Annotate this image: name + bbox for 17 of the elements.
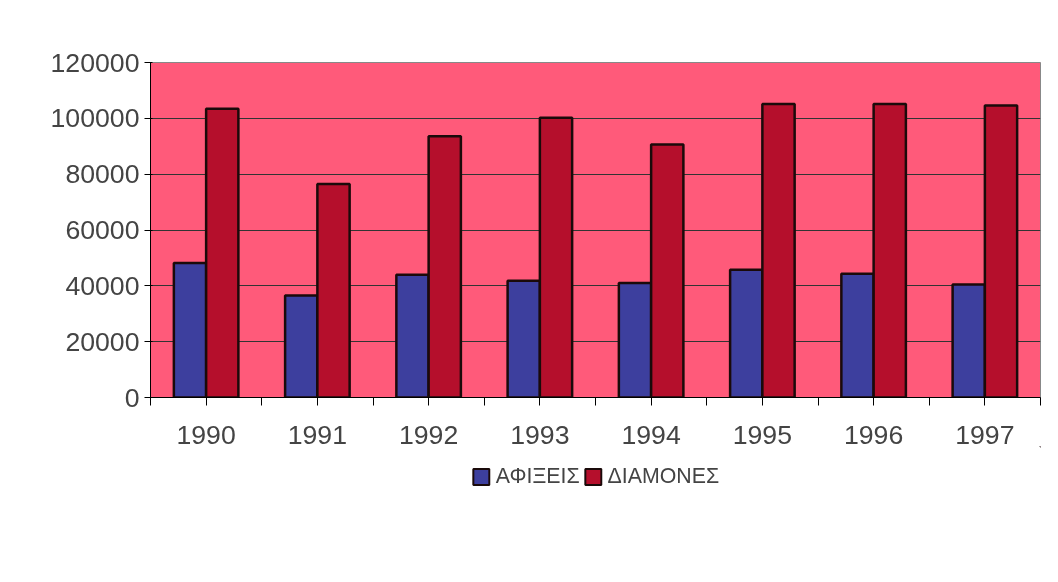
x-tick-label: 1996 bbox=[843, 419, 904, 450]
y-tick-label: 120000 bbox=[50, 47, 140, 78]
y-tick-label: 60000 bbox=[65, 215, 140, 245]
y-tick-label: 20000 bbox=[65, 326, 140, 357]
x-tick-label: 1990 bbox=[176, 419, 236, 450]
y-tick-label: 0 bbox=[124, 382, 140, 413]
y-tick-label: 80000 bbox=[65, 159, 140, 190]
x-tick-label: 1994 bbox=[621, 419, 681, 450]
legend-label: ΔΙΑΜΟΝΕΣ bbox=[607, 463, 720, 489]
legend-label: ΑΦΙΞΕΙΣ bbox=[495, 463, 580, 489]
x-tick-label: 1991 bbox=[287, 419, 348, 450]
x-tick-label: 1993 bbox=[510, 419, 570, 450]
y-tick-label: 100000 bbox=[50, 103, 140, 134]
y-tick-label: 40000 bbox=[65, 270, 140, 301]
x-tick-label: 1992 bbox=[398, 419, 459, 450]
x-tick-label: 1995 bbox=[732, 419, 793, 450]
x-tick-label: 1997 bbox=[955, 419, 1015, 450]
